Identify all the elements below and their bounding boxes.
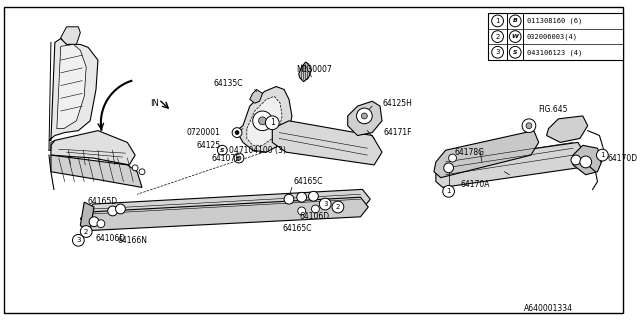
Polygon shape bbox=[51, 155, 142, 188]
Polygon shape bbox=[247, 96, 282, 145]
Text: 2: 2 bbox=[495, 34, 500, 40]
Circle shape bbox=[509, 15, 521, 27]
Circle shape bbox=[284, 194, 294, 204]
Text: 64135C: 64135C bbox=[213, 79, 243, 88]
Text: FIG.645: FIG.645 bbox=[539, 105, 568, 114]
Text: 64107E: 64107E bbox=[212, 154, 241, 163]
Polygon shape bbox=[299, 62, 312, 82]
Text: 3: 3 bbox=[76, 237, 81, 243]
Circle shape bbox=[492, 46, 504, 58]
Circle shape bbox=[509, 46, 521, 58]
Text: 032006003(4): 032006003(4) bbox=[527, 33, 578, 40]
Text: W: W bbox=[512, 34, 518, 39]
Circle shape bbox=[571, 155, 581, 165]
Circle shape bbox=[596, 149, 608, 161]
Circle shape bbox=[319, 198, 331, 210]
Text: 64125H: 64125H bbox=[382, 99, 412, 108]
Polygon shape bbox=[80, 202, 94, 230]
Bar bbox=[488, 13, 623, 60]
Text: 64165D: 64165D bbox=[88, 196, 118, 206]
Text: 2: 2 bbox=[84, 228, 88, 235]
Circle shape bbox=[356, 108, 372, 124]
Circle shape bbox=[580, 156, 591, 168]
Circle shape bbox=[139, 169, 145, 175]
Text: 64165C: 64165C bbox=[294, 177, 323, 186]
Polygon shape bbox=[51, 131, 135, 165]
Polygon shape bbox=[239, 86, 292, 152]
Polygon shape bbox=[83, 197, 368, 230]
Circle shape bbox=[332, 201, 344, 213]
Polygon shape bbox=[61, 27, 80, 44]
Text: 64106D: 64106D bbox=[96, 234, 126, 243]
Text: 3: 3 bbox=[495, 49, 500, 55]
Text: 64178G: 64178G bbox=[455, 148, 485, 157]
Text: 047104100 (3): 047104100 (3) bbox=[229, 146, 286, 155]
Circle shape bbox=[492, 15, 504, 27]
Circle shape bbox=[72, 235, 84, 246]
Circle shape bbox=[266, 116, 279, 130]
Circle shape bbox=[444, 163, 454, 173]
Circle shape bbox=[80, 226, 92, 237]
Circle shape bbox=[237, 156, 241, 160]
Polygon shape bbox=[250, 90, 262, 103]
Text: A640001334: A640001334 bbox=[524, 304, 573, 313]
Circle shape bbox=[526, 123, 532, 129]
Circle shape bbox=[259, 117, 266, 125]
Polygon shape bbox=[547, 116, 588, 142]
Text: 64166N: 64166N bbox=[118, 236, 148, 245]
Circle shape bbox=[132, 165, 138, 171]
Circle shape bbox=[443, 186, 454, 197]
Text: 1: 1 bbox=[270, 118, 275, 127]
Text: 64165C: 64165C bbox=[282, 224, 312, 233]
Circle shape bbox=[89, 217, 99, 227]
Circle shape bbox=[492, 31, 504, 43]
Text: 1: 1 bbox=[495, 18, 500, 24]
Text: IN: IN bbox=[150, 99, 159, 108]
Text: 1: 1 bbox=[446, 188, 451, 194]
Circle shape bbox=[108, 206, 118, 216]
Circle shape bbox=[522, 119, 536, 132]
Text: 3: 3 bbox=[323, 201, 328, 207]
Text: 2: 2 bbox=[336, 204, 340, 210]
Circle shape bbox=[116, 204, 125, 214]
Polygon shape bbox=[434, 131, 539, 178]
Text: 0720001: 0720001 bbox=[186, 128, 220, 137]
Text: B: B bbox=[513, 19, 518, 23]
Text: 64125: 64125 bbox=[196, 141, 220, 150]
Circle shape bbox=[312, 205, 319, 213]
Circle shape bbox=[97, 220, 105, 228]
Circle shape bbox=[232, 128, 242, 138]
Polygon shape bbox=[49, 38, 98, 140]
Text: 64170D: 64170D bbox=[607, 154, 637, 163]
Circle shape bbox=[253, 111, 272, 131]
Text: 64171F: 64171F bbox=[384, 128, 412, 137]
Polygon shape bbox=[57, 44, 86, 129]
Text: 1: 1 bbox=[600, 152, 605, 158]
Text: M130007: M130007 bbox=[296, 65, 332, 74]
Text: 64170A: 64170A bbox=[460, 180, 490, 189]
Circle shape bbox=[362, 113, 367, 119]
Circle shape bbox=[298, 207, 306, 215]
Polygon shape bbox=[573, 145, 602, 175]
Circle shape bbox=[308, 191, 318, 201]
Polygon shape bbox=[348, 101, 382, 135]
Polygon shape bbox=[436, 142, 586, 188]
Circle shape bbox=[297, 192, 307, 202]
Text: 011308160 (6): 011308160 (6) bbox=[527, 18, 582, 24]
Text: 64106D: 64106D bbox=[300, 212, 330, 221]
Circle shape bbox=[509, 31, 521, 43]
Circle shape bbox=[234, 153, 244, 163]
Polygon shape bbox=[80, 189, 371, 224]
Circle shape bbox=[235, 131, 239, 134]
Text: S: S bbox=[513, 50, 518, 55]
Polygon shape bbox=[272, 121, 382, 165]
Circle shape bbox=[449, 154, 456, 162]
Text: 043106123 (4): 043106123 (4) bbox=[527, 49, 582, 55]
Circle shape bbox=[218, 145, 227, 155]
Text: S: S bbox=[220, 148, 225, 153]
